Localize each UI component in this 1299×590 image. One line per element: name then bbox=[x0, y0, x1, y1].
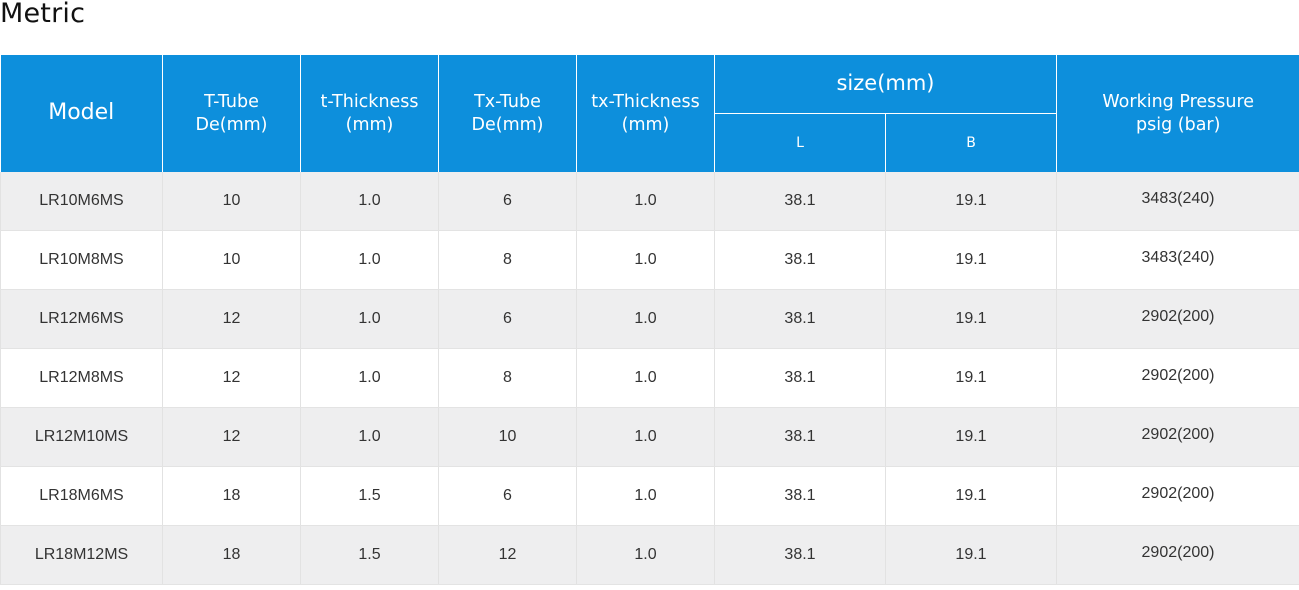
working-pressure-value: 2902(200) bbox=[1141, 367, 1215, 384]
cell-tx-thickness: 1.0 bbox=[576, 348, 715, 408]
cell-t-thickness: 1.0 bbox=[300, 407, 439, 467]
header-working-pressure-line1: Working Pressure bbox=[1102, 91, 1255, 112]
header-tx-thickness-line2: (mm) bbox=[621, 114, 670, 135]
cell-size-l: 38.1 bbox=[714, 230, 886, 290]
cell-size-l: 38.1 bbox=[714, 466, 886, 526]
header-working-pressure-line2: psig (bar) bbox=[1136, 114, 1221, 135]
cell-tx-tube: 6 bbox=[438, 172, 577, 231]
cell-tx-tube: 8 bbox=[438, 230, 577, 290]
cell-t-thickness: 1.0 bbox=[300, 348, 439, 408]
working-pressure-value: 2902(200) bbox=[1141, 426, 1215, 443]
table-row: LR10M6MS 10 1.0 6 1.0 38.1 19.1 3483(240… bbox=[0, 172, 1299, 231]
cell-size-l: 38.1 bbox=[714, 172, 886, 231]
cell-size-b: 19.1 bbox=[885, 348, 1057, 408]
cell-t-tube: 12 bbox=[162, 407, 301, 467]
cell-t-thickness: 1.0 bbox=[300, 172, 439, 231]
table-row: LR12M6MS 12 1.0 6 1.0 38.1 19.1 2902(200… bbox=[0, 289, 1299, 349]
cell-working-pressure: 2902(200) bbox=[1056, 407, 1299, 467]
cell-tx-thickness: 1.0 bbox=[576, 407, 715, 467]
cell-size-l: 38.1 bbox=[714, 348, 886, 408]
cell-tx-tube: 8 bbox=[438, 348, 577, 408]
table-row: LR12M8MS 12 1.0 8 1.0 38.1 19.1 2902(200… bbox=[0, 348, 1299, 408]
header-t-tube-line2: De(mm) bbox=[195, 114, 268, 135]
cell-tx-tube: 6 bbox=[438, 289, 577, 349]
cell-working-pressure: 3483(240) bbox=[1056, 230, 1299, 290]
cell-size-l: 38.1 bbox=[714, 407, 886, 467]
cell-model: LR10M8MS bbox=[0, 230, 163, 290]
cell-tx-thickness: 1.0 bbox=[576, 525, 715, 585]
cell-tx-thickness: 1.0 bbox=[576, 466, 715, 526]
header-size: size(mm) bbox=[714, 55, 1057, 114]
cell-t-tube: 12 bbox=[162, 348, 301, 408]
cell-t-thickness: 1.5 bbox=[300, 466, 439, 526]
spec-table: Model T-Tube De(mm) t-Thickness (mm) Tx-… bbox=[0, 55, 1299, 585]
cell-tx-tube: 10 bbox=[438, 407, 577, 467]
header-t-thickness-line2: (mm) bbox=[345, 114, 394, 135]
cell-working-pressure: 2902(200) bbox=[1056, 289, 1299, 349]
table-body: LR10M6MS 10 1.0 6 1.0 38.1 19.1 3483(240… bbox=[0, 172, 1299, 585]
working-pressure-value: 2902(200) bbox=[1141, 308, 1215, 325]
header-working-pressure: Working Pressure psig (bar) bbox=[1056, 55, 1299, 172]
working-pressure-value: 3483(240) bbox=[1141, 190, 1215, 207]
table-row: LR18M12MS 18 1.5 12 1.0 38.1 19.1 2902(2… bbox=[0, 525, 1299, 585]
table-row: LR18M6MS 18 1.5 6 1.0 38.1 19.1 2902(200… bbox=[0, 466, 1299, 526]
cell-size-b: 19.1 bbox=[885, 172, 1057, 231]
cell-model: LR12M6MS bbox=[0, 289, 163, 349]
page-title: Metric bbox=[0, 0, 86, 29]
working-pressure-value: 3483(240) bbox=[1141, 249, 1215, 266]
table-row: LR12M10MS 12 1.0 10 1.0 38.1 19.1 2902(2… bbox=[0, 407, 1299, 467]
cell-t-tube: 18 bbox=[162, 525, 301, 585]
header-t-tube: T-Tube De(mm) bbox=[162, 55, 301, 172]
cell-t-tube: 18 bbox=[162, 466, 301, 526]
cell-size-b: 19.1 bbox=[885, 289, 1057, 349]
header-tx-tube: Tx-Tube De(mm) bbox=[438, 55, 577, 172]
header-size-b: B bbox=[885, 113, 1057, 172]
working-pressure-value: 2902(200) bbox=[1141, 544, 1215, 561]
cell-working-pressure: 2902(200) bbox=[1056, 525, 1299, 585]
cell-model: LR12M8MS bbox=[0, 348, 163, 408]
cell-tx-thickness: 1.0 bbox=[576, 172, 715, 231]
header-t-thickness-line1: t-Thickness bbox=[320, 91, 419, 112]
cell-size-l: 38.1 bbox=[714, 525, 886, 585]
cell-size-b: 19.1 bbox=[885, 407, 1057, 467]
header-t-tube-line1: T-Tube bbox=[204, 91, 259, 112]
header-tx-thickness: tx-Thickness (mm) bbox=[576, 55, 715, 172]
cell-model: LR10M6MS bbox=[0, 172, 163, 231]
cell-model: LR18M6MS bbox=[0, 466, 163, 526]
header-t-thickness: t-Thickness (mm) bbox=[300, 55, 439, 172]
header-tx-tube-line2: De(mm) bbox=[471, 114, 544, 135]
cell-size-l: 38.1 bbox=[714, 289, 886, 349]
cell-t-thickness: 1.0 bbox=[300, 230, 439, 290]
working-pressure-value: 2902(200) bbox=[1141, 485, 1215, 502]
header-model: Model bbox=[0, 55, 163, 172]
cell-size-b: 19.1 bbox=[885, 230, 1057, 290]
cell-tx-thickness: 1.0 bbox=[576, 230, 715, 290]
cell-t-thickness: 1.0 bbox=[300, 289, 439, 349]
cell-size-b: 19.1 bbox=[885, 525, 1057, 585]
cell-working-pressure: 3483(240) bbox=[1056, 172, 1299, 231]
cell-working-pressure: 2902(200) bbox=[1056, 466, 1299, 526]
header-size-l: L bbox=[714, 113, 886, 172]
cell-t-thickness: 1.5 bbox=[300, 525, 439, 585]
table-header: Model T-Tube De(mm) t-Thickness (mm) Tx-… bbox=[0, 55, 1299, 172]
table-row: LR10M8MS 10 1.0 8 1.0 38.1 19.1 3483(240… bbox=[0, 230, 1299, 290]
header-tx-tube-line1: Tx-Tube bbox=[474, 91, 541, 112]
cell-model: LR18M12MS bbox=[0, 525, 163, 585]
cell-t-tube: 12 bbox=[162, 289, 301, 349]
header-tx-thickness-line1: tx-Thickness bbox=[591, 91, 700, 112]
cell-tx-tube: 6 bbox=[438, 466, 577, 526]
cell-working-pressure: 2902(200) bbox=[1056, 348, 1299, 408]
cell-t-tube: 10 bbox=[162, 230, 301, 290]
cell-tx-tube: 12 bbox=[438, 525, 577, 585]
cell-size-b: 19.1 bbox=[885, 466, 1057, 526]
cell-model: LR12M10MS bbox=[0, 407, 163, 467]
cell-t-tube: 10 bbox=[162, 172, 301, 231]
cell-tx-thickness: 1.0 bbox=[576, 289, 715, 349]
